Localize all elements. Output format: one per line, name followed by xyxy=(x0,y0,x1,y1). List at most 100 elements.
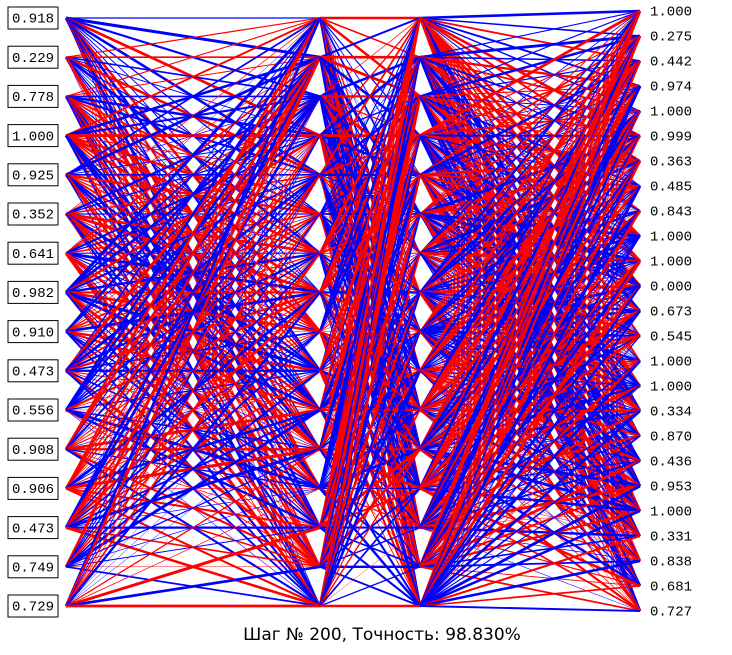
input-box xyxy=(7,594,59,618)
connection xyxy=(65,526,321,608)
connection xyxy=(65,17,321,567)
connection xyxy=(318,17,422,411)
connection xyxy=(418,60,642,529)
connection xyxy=(419,135,641,607)
output-value: 1.000 xyxy=(650,230,692,246)
connection xyxy=(419,10,641,176)
input-box xyxy=(7,124,59,148)
input-box xyxy=(7,202,59,226)
connection xyxy=(65,409,321,607)
input-value: 0.729 xyxy=(12,600,54,616)
connection xyxy=(419,509,641,608)
connection xyxy=(419,210,641,607)
output-value: 0.681 xyxy=(650,580,692,596)
connection xyxy=(318,17,422,332)
connection xyxy=(319,17,421,254)
output-value: 0.363 xyxy=(650,155,692,171)
output-value: 0.999 xyxy=(650,130,692,146)
connection xyxy=(419,60,641,567)
connection xyxy=(419,17,641,37)
connection xyxy=(418,185,642,607)
connection xyxy=(65,565,321,608)
input-box xyxy=(7,437,59,461)
connection xyxy=(418,260,642,607)
connection xyxy=(419,60,641,137)
connection xyxy=(419,135,641,567)
connection xyxy=(419,534,641,608)
connection xyxy=(319,17,421,293)
connection xyxy=(419,9,641,20)
connection xyxy=(419,10,641,450)
connection xyxy=(319,17,421,59)
connection xyxy=(419,10,641,607)
connection xyxy=(65,17,321,97)
connection xyxy=(65,17,321,176)
input-value: 0.982 xyxy=(12,286,54,302)
connection xyxy=(419,60,641,607)
connections xyxy=(64,9,642,612)
connection xyxy=(419,410,641,607)
connection xyxy=(419,35,641,607)
connection xyxy=(419,285,641,607)
input-value: 0.641 xyxy=(12,247,54,263)
connection xyxy=(419,110,641,568)
connection xyxy=(65,135,321,607)
connection xyxy=(419,184,641,216)
input-value: 1.000 xyxy=(12,129,54,145)
connection xyxy=(418,10,642,568)
input-value: 0.925 xyxy=(12,169,54,185)
connection xyxy=(64,17,322,411)
connection xyxy=(419,35,641,332)
connection xyxy=(419,60,641,215)
connection xyxy=(418,85,642,568)
output-value: 0.838 xyxy=(650,555,692,571)
input-value: 0.778 xyxy=(12,90,54,106)
output-value: 0.974 xyxy=(650,80,692,96)
input-box xyxy=(7,241,59,265)
connection xyxy=(65,17,321,372)
connection xyxy=(319,292,421,607)
connection xyxy=(419,160,641,568)
connection xyxy=(419,95,641,237)
output-value: 0.870 xyxy=(650,430,692,446)
output-value: 0.334 xyxy=(650,405,692,421)
labels: 0.918 0.229 0.778 1.000 0.925 0.352 0.641 0.982… xyxy=(7,5,692,621)
connection xyxy=(419,10,641,372)
connection xyxy=(65,17,321,332)
connection xyxy=(419,17,641,87)
connection xyxy=(65,488,321,607)
connection xyxy=(64,16,322,294)
connection xyxy=(65,252,321,607)
connection xyxy=(419,59,641,176)
connection xyxy=(419,17,641,62)
output-value: 0.436 xyxy=(650,455,692,471)
output-value: 0.727 xyxy=(650,605,692,621)
input-value: 0.910 xyxy=(12,325,54,341)
output-value: 0.843 xyxy=(650,205,692,221)
connection xyxy=(419,135,641,212)
connection xyxy=(319,135,421,607)
connection xyxy=(419,335,641,607)
connection xyxy=(65,331,321,607)
connection xyxy=(318,17,422,567)
input-box xyxy=(7,280,59,304)
output-value: 1.000 xyxy=(650,380,692,396)
connection xyxy=(319,252,421,607)
connection xyxy=(419,85,641,607)
connection xyxy=(419,460,641,607)
connection xyxy=(319,17,421,137)
connection xyxy=(419,35,641,528)
connection xyxy=(319,17,421,97)
connection xyxy=(419,34,641,98)
connection xyxy=(419,35,641,215)
input-value: 0.473 xyxy=(12,365,54,381)
connection xyxy=(419,10,641,97)
connection xyxy=(419,173,641,187)
status-text: Шаг № 200, Точность: 98.830% xyxy=(243,625,521,645)
connection xyxy=(419,585,641,607)
connection xyxy=(418,160,642,607)
connection xyxy=(65,96,321,607)
input-value: 0.918 xyxy=(12,12,54,28)
connection xyxy=(319,17,421,528)
